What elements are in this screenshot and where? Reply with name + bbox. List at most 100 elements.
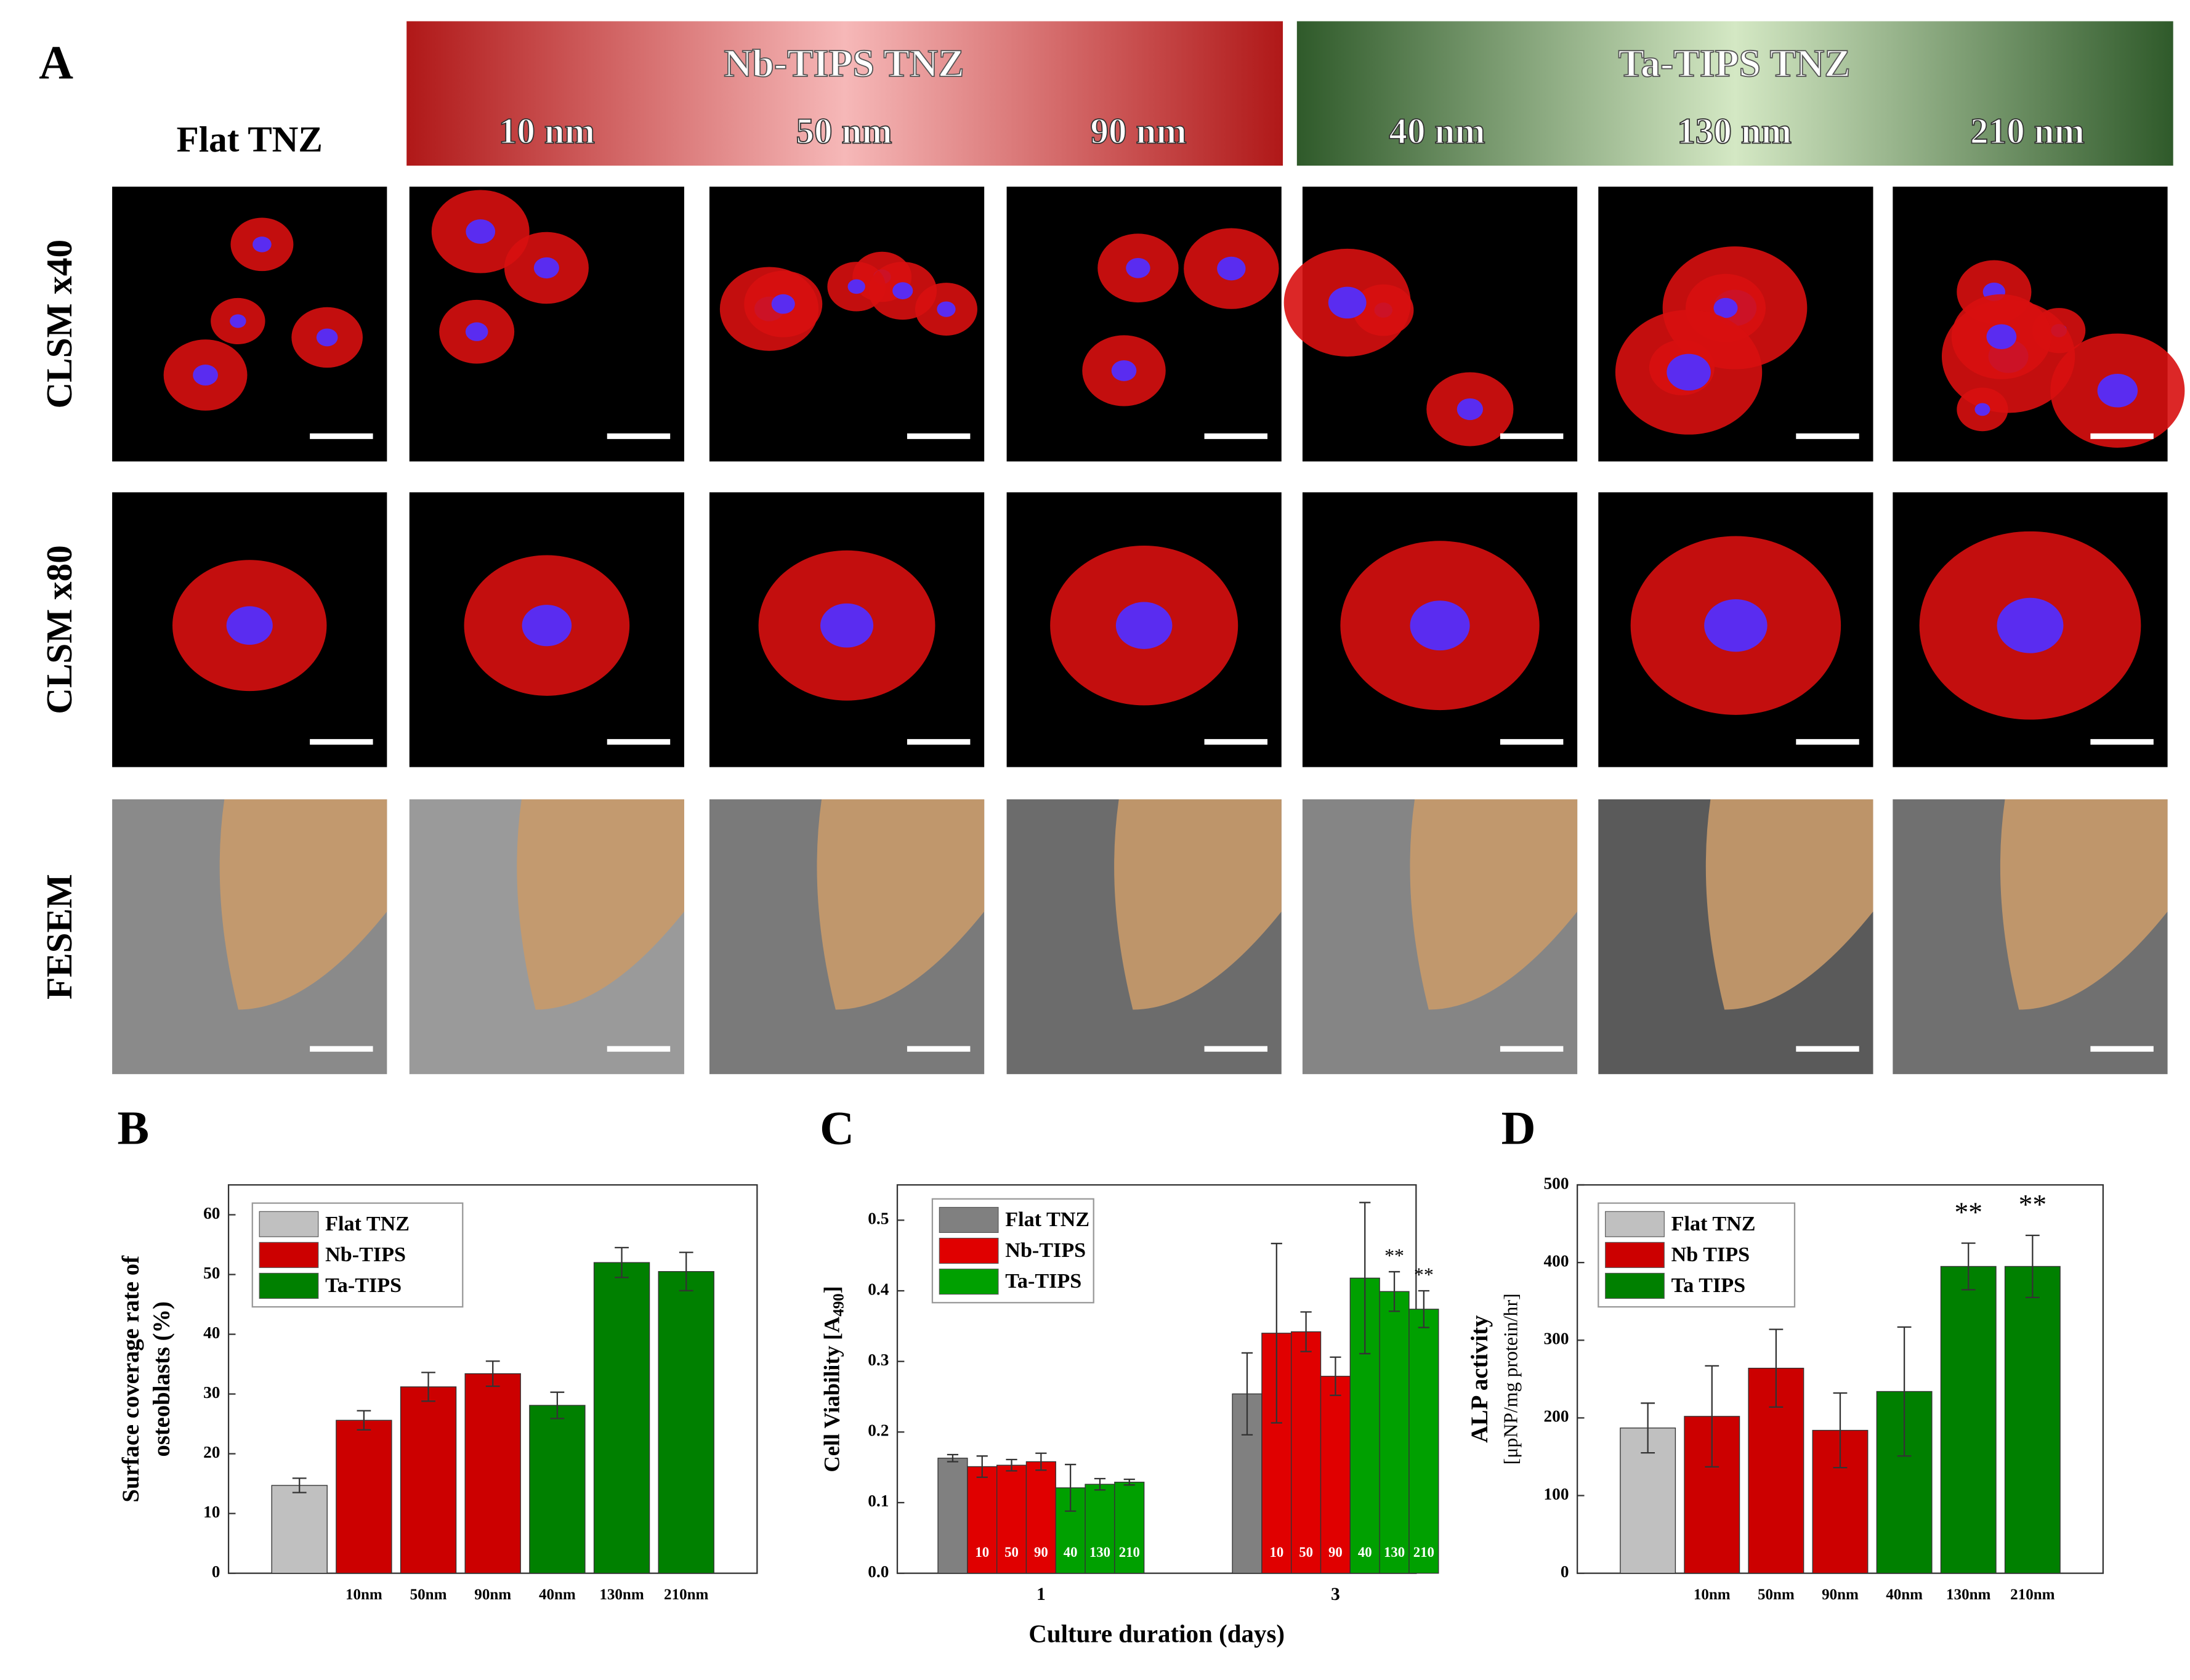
legend-label: Nb TIPS <box>1671 1243 1750 1266</box>
x-tick-label: 130nm <box>599 1586 644 1603</box>
y-axis-label: osteoblasts (%) <box>149 1301 175 1457</box>
x-tick-label: 10nm <box>1694 1586 1731 1603</box>
column-label: 210 nm <box>1970 110 2085 151</box>
nucleus <box>1111 360 1137 381</box>
x-tick-label: 210nm <box>2010 1586 2055 1603</box>
nucleus <box>1667 353 1711 391</box>
bar-label: 210 <box>1413 1545 1434 1560</box>
legend-swatch <box>259 1211 319 1237</box>
bar <box>1379 1291 1410 1574</box>
nucleus <box>1126 257 1150 278</box>
bar <box>400 1386 457 1574</box>
bar <box>593 1262 650 1574</box>
x-tick-label: 1 <box>1036 1585 1046 1604</box>
legend-label: Ta-TIPS <box>325 1274 402 1297</box>
group-title: Nb-TIPS TNZ <box>724 41 964 85</box>
legend-swatch <box>259 1242 319 1268</box>
x-tick-label: 130nm <box>1946 1586 1990 1603</box>
bar <box>1408 1309 1439 1574</box>
nucleus <box>226 606 273 645</box>
bar <box>658 1271 714 1574</box>
nucleus <box>937 301 956 317</box>
legend-swatch <box>1605 1242 1665 1268</box>
legend-label: Flat TNZ <box>1005 1208 1089 1231</box>
bar <box>2004 1266 2061 1574</box>
x-tick-label: 50nm <box>1758 1586 1795 1603</box>
column-label: 130 nm <box>1677 110 1792 151</box>
bar <box>937 1458 968 1574</box>
y-tick-label: 200 <box>1544 1407 1569 1426</box>
bar-label: 10 <box>975 1545 989 1560</box>
bar-label: 40 <box>1064 1545 1078 1560</box>
nb-header <box>406 21 1283 166</box>
group-title: Ta-TIPS TNZ <box>1618 41 1850 85</box>
nucleus <box>1217 256 1246 281</box>
sem-cell <box>817 799 985 1010</box>
y-tick-label: 60 <box>203 1204 220 1222</box>
column-label: 40 nm <box>1389 110 1485 151</box>
significance-label: ** <box>1384 1245 1404 1267</box>
nucleus <box>1997 597 2064 653</box>
bar <box>1114 1482 1145 1574</box>
x-axis-label: Culture duration (days) <box>1028 1619 1285 1647</box>
sem-cell <box>2000 799 2168 1010</box>
legend-label: Flat TNZ <box>1671 1213 1756 1235</box>
legend-label: Ta-TIPS <box>1005 1270 1081 1293</box>
y-tick-label: 0.0 <box>868 1562 889 1581</box>
ta-header <box>1296 21 2173 166</box>
x-tick-label: 90nm <box>474 1586 511 1603</box>
column-label: 90 nm <box>1090 110 1186 151</box>
bar <box>271 1485 328 1574</box>
y-tick-label: 10 <box>203 1503 220 1521</box>
y-tick-label: 0.2 <box>868 1421 889 1440</box>
y-axis-label-part: Cell Viability [A <box>820 1316 844 1472</box>
nucleus <box>1986 324 2017 350</box>
y-tick-label: 40 <box>203 1323 220 1342</box>
micrograph <box>1006 187 1282 462</box>
y-tick-label: 0 <box>212 1562 220 1581</box>
bar-label: 210 <box>1119 1545 1140 1560</box>
nucleus <box>253 236 272 252</box>
panel-label: D <box>1501 1102 1536 1155</box>
legend-swatch <box>1605 1211 1665 1237</box>
legend-swatch <box>939 1237 999 1264</box>
x-tick-label: 40nm <box>1886 1586 1923 1603</box>
nucleus <box>1457 398 1484 421</box>
row-label: CLSM x80 <box>39 545 79 714</box>
sem-cell <box>517 799 684 1010</box>
x-tick-label: 10nm <box>345 1586 382 1603</box>
nucleus <box>533 257 559 279</box>
y-axis-label-part: 490 <box>830 1293 847 1317</box>
bar <box>336 1420 392 1574</box>
y-axis-label: [μpNP/mg protein/hr] <box>1500 1293 1522 1464</box>
row-label: CLSM x40 <box>39 240 79 409</box>
nucleus <box>1410 600 1470 651</box>
bar <box>464 1373 521 1574</box>
nucleus <box>230 314 246 328</box>
nucleus <box>522 605 572 647</box>
nucleus <box>847 279 865 294</box>
bar <box>529 1405 586 1574</box>
y-tick-label: 400 <box>1544 1251 1569 1270</box>
nucleus <box>466 219 496 244</box>
legend-swatch <box>939 1269 999 1295</box>
bar-label: 130 <box>1089 1545 1110 1560</box>
legend-swatch <box>259 1272 319 1299</box>
nucleus <box>1115 602 1173 649</box>
nucleus <box>771 294 795 314</box>
x-tick-label: 50nm <box>410 1586 447 1603</box>
y-tick-label: 0 <box>1561 1562 1569 1581</box>
bar-label: 10 <box>1269 1545 1283 1560</box>
significance-label: ** <box>1414 1264 1434 1286</box>
bar-label: 50 <box>1299 1545 1313 1560</box>
nucleus <box>193 365 218 386</box>
y-tick-label: 100 <box>1544 1485 1569 1503</box>
y-axis-label: Surface coverage rate of <box>118 1255 144 1503</box>
nucleus <box>465 322 488 341</box>
sem-cell <box>1114 799 1282 1010</box>
y-tick-label: 500 <box>1544 1174 1569 1192</box>
nucleus <box>1713 297 1738 318</box>
y-tick-label: 0.4 <box>868 1280 889 1298</box>
bar-label: 40 <box>1358 1545 1372 1560</box>
